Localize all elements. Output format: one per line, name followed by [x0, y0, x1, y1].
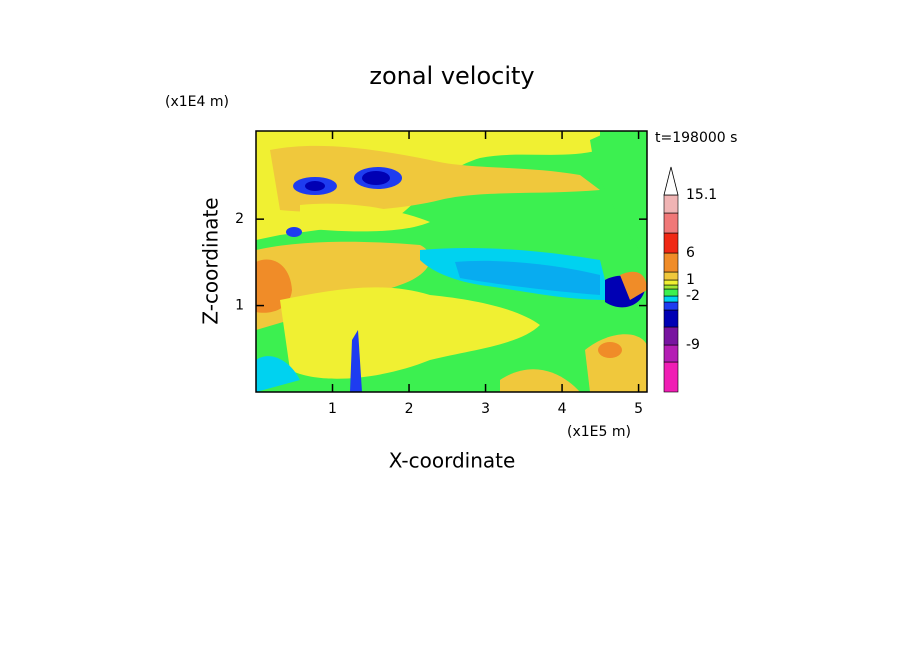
colorbar-segment: [663, 284, 679, 290]
colorbar-segment: [663, 295, 679, 303]
x-tick-label: 1: [328, 401, 337, 417]
colorbar-segment: [663, 309, 679, 328]
x-tick-label: 3: [481, 401, 490, 417]
colorbar-segment: [663, 326, 679, 346]
colorbar-label: 1: [686, 272, 695, 288]
y-unit: (x1E4 m): [165, 94, 229, 110]
colorbar-segment: [663, 288, 679, 297]
colorbar-segment: [663, 252, 679, 273]
colorbar-label: 15.1: [686, 187, 717, 203]
y-tick-label: 2: [235, 211, 244, 227]
y-tick-label: 1: [235, 298, 244, 314]
y-axis-label: Z-coordinate: [199, 197, 223, 324]
colorbar-segment: [663, 301, 679, 311]
plot-frame: [255, 130, 648, 393]
colorbar-label: -9: [686, 337, 700, 353]
colorbar-segment: [663, 361, 679, 393]
colorbar-segment: [663, 232, 679, 254]
chart-title: zonal velocity: [369, 62, 534, 90]
x-axis-label: X-coordinate: [389, 449, 516, 473]
colorbar-label: 6: [686, 245, 695, 261]
x-tick-label: 4: [558, 401, 567, 417]
colorbar-label: -2: [686, 288, 700, 304]
colorbar-segment: [663, 344, 679, 363]
colorbar-segment: [663, 212, 679, 234]
colorbar-extension: [663, 166, 679, 196]
x-unit: (x1E5 m): [567, 424, 631, 440]
colorbar-segment: [663, 279, 679, 286]
time-label: t=198000 s: [655, 130, 737, 146]
x-tick-label: 5: [634, 401, 643, 417]
colorbar-segment: [663, 194, 679, 214]
x-tick-label: 2: [405, 401, 414, 417]
contour-field: [256, 131, 647, 392]
colorbar-segment: [663, 271, 679, 281]
